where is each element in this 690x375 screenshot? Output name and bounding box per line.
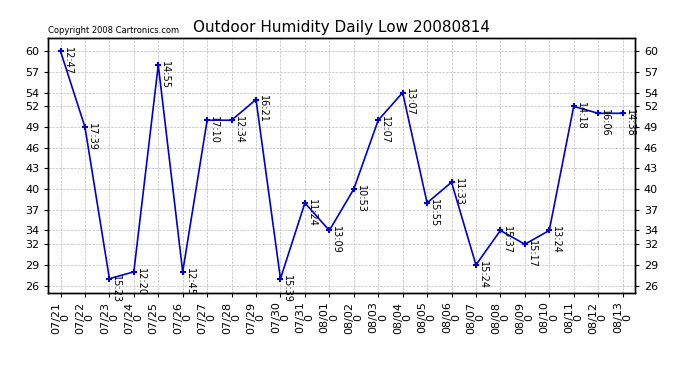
Text: 10:53: 10:53: [356, 185, 366, 213]
Text: 13:07: 13:07: [404, 88, 415, 116]
Text: 11:33: 11:33: [453, 178, 464, 206]
Text: 16:21: 16:21: [258, 95, 268, 123]
Text: 12:20: 12:20: [136, 268, 146, 296]
Text: 14:38: 14:38: [624, 109, 635, 137]
Title: Outdoor Humidity Daily Low 20080814: Outdoor Humidity Daily Low 20080814: [193, 20, 490, 35]
Text: 17:39: 17:39: [87, 123, 97, 151]
Text: 15:37: 15:37: [502, 226, 513, 254]
Text: 12:45: 12:45: [185, 268, 195, 296]
Text: 15:39: 15:39: [282, 274, 293, 302]
Text: 12:07: 12:07: [380, 116, 390, 144]
Text: 17:10: 17:10: [209, 116, 219, 144]
Text: 12:34: 12:34: [233, 116, 244, 144]
Text: Copyright 2008 Cartronics.com: Copyright 2008 Cartronics.com: [48, 26, 179, 35]
Text: 13:09: 13:09: [331, 226, 342, 254]
Text: 15:17: 15:17: [526, 240, 537, 268]
Text: 11:24: 11:24: [307, 199, 317, 226]
Text: 14:18: 14:18: [575, 102, 586, 130]
Text: 15:23: 15:23: [111, 274, 121, 303]
Text: 16:06: 16:06: [600, 109, 610, 137]
Text: 13:24: 13:24: [551, 226, 561, 254]
Text: 12:47: 12:47: [63, 47, 72, 75]
Text: 14:55: 14:55: [160, 61, 170, 89]
Text: 15:55: 15:55: [429, 199, 439, 227]
Text: 15:24: 15:24: [478, 261, 488, 289]
